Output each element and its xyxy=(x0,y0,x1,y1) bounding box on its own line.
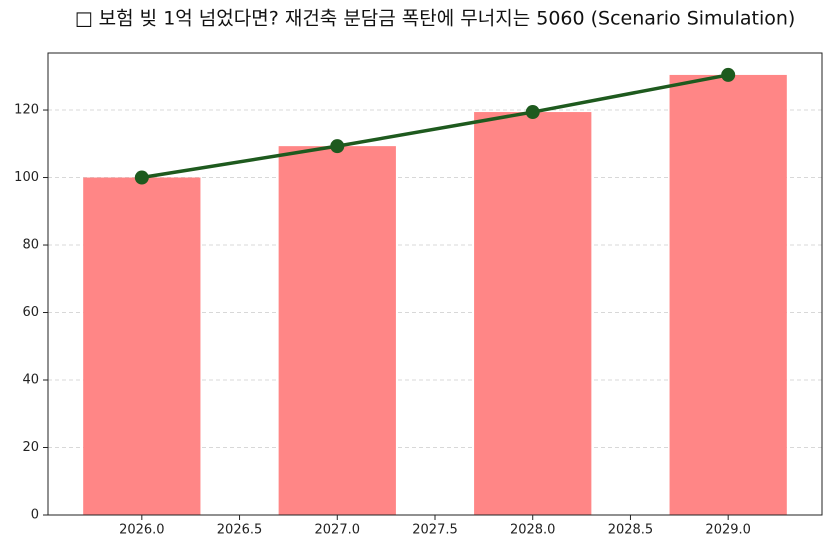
y-tick-label: 120 xyxy=(14,103,39,118)
x-tick-label: 2027.5 xyxy=(412,523,458,538)
y-tick-label: 60 xyxy=(22,305,39,320)
x-tick-label: 2026.5 xyxy=(217,523,263,538)
x-tick-label: 2028.0 xyxy=(510,523,556,538)
y-tick-label: 40 xyxy=(22,373,39,388)
x-tick-label: 2027.0 xyxy=(315,523,361,538)
bar xyxy=(669,74,787,515)
x-tick-label: 2029.0 xyxy=(705,523,751,538)
point xyxy=(134,170,149,185)
x-tick-label: 2026.0 xyxy=(119,523,165,538)
chart-title: □ 보험 빚 1억 넘었다면? 재건축 분담금 폭탄에 무너지는 5060 (S… xyxy=(75,8,796,30)
bar xyxy=(278,146,396,515)
point xyxy=(721,67,736,82)
bar xyxy=(83,177,201,515)
point xyxy=(330,139,345,154)
point xyxy=(525,105,540,120)
plot-frame xyxy=(47,52,823,516)
bar xyxy=(474,112,592,515)
y-tick-label: 100 xyxy=(14,170,39,185)
y-tick-label: 0 xyxy=(31,508,39,523)
x-tick-label: 2028.5 xyxy=(608,523,654,538)
y-tick-label: 80 xyxy=(22,238,39,253)
line xyxy=(141,73,729,180)
y-tick-label: 20 xyxy=(22,440,39,455)
